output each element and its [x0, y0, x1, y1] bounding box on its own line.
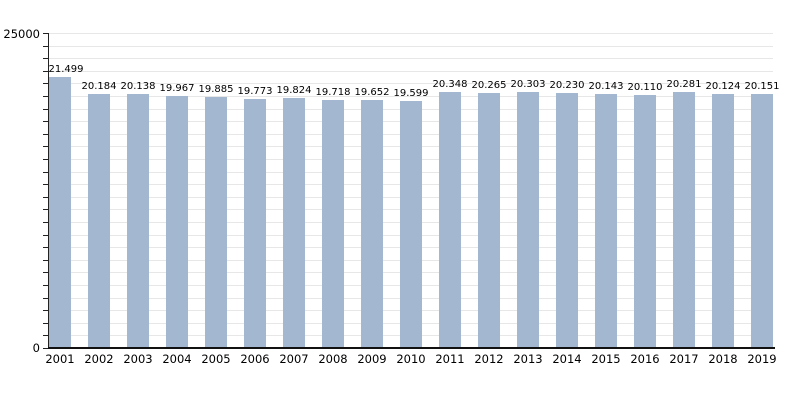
y-axis-min-label: 0 — [32, 341, 40, 355]
bar-2013 — [517, 92, 539, 348]
y-axis-tick — [43, 159, 48, 160]
x-axis-label: 2005 — [201, 352, 231, 366]
bar-2008 — [322, 99, 344, 348]
bar-value-label: 20.265 — [471, 79, 507, 91]
x-axis-label: 2011 — [435, 352, 465, 366]
bar-value-label: 20.151 — [744, 81, 780, 93]
bar-value-label: 19.824 — [276, 85, 312, 97]
y-axis-tick — [43, 259, 48, 261]
bar-value-label: 19.652 — [354, 87, 390, 99]
y-axis-tick — [43, 45, 48, 47]
bar-value-label: 20.281 — [666, 79, 702, 91]
bar-value-label: 21.499 — [48, 64, 84, 76]
y-axis-tick — [43, 285, 48, 286]
x-axis-label: 2006 — [240, 352, 270, 366]
y-axis-tick — [43, 297, 48, 299]
y-axis-tick — [43, 70, 48, 72]
y-axis-tick — [43, 108, 48, 110]
y-axis-tick — [43, 335, 48, 337]
bar-2014 — [556, 93, 578, 348]
bar-value-label: 19.599 — [393, 88, 429, 100]
y-axis-tick — [43, 247, 48, 249]
y-axis-line — [48, 33, 49, 348]
x-axis-label: 2004 — [162, 352, 192, 366]
x-axis-label: 2012 — [474, 352, 504, 366]
x-axis-label: 2017 — [669, 352, 699, 366]
gridline — [48, 58, 773, 60]
bar-2010 — [400, 101, 422, 348]
y-axis-tick — [43, 184, 48, 186]
y-axis-tick — [43, 234, 48, 236]
x-axis-label: 2001 — [45, 352, 75, 366]
y-axis-tick — [43, 133, 48, 135]
x-axis-label: 2019 — [747, 352, 777, 366]
y-axis-tick — [43, 196, 48, 198]
y-axis-max-label: 25000 — [3, 27, 40, 41]
bar-2015 — [595, 94, 617, 348]
bar-value-label: 20.124 — [705, 81, 741, 93]
y-axis-tick — [43, 58, 48, 60]
bar-2012 — [478, 92, 500, 348]
y-axis-tick — [43, 322, 48, 324]
bar-2001 — [49, 77, 71, 348]
x-axis-label: 2007 — [279, 352, 309, 366]
bar-value-label: 20.303 — [510, 79, 546, 91]
y-axis-tick — [43, 146, 48, 148]
bar-2006 — [244, 98, 266, 348]
bar-value-label: 20.230 — [549, 80, 585, 92]
x-axis-label: 2008 — [318, 352, 348, 366]
y-axis-tick — [43, 348, 48, 349]
bar-2005 — [205, 97, 227, 348]
y-axis-tick — [43, 171, 48, 173]
bar-value-label: 19.718 — [315, 86, 351, 98]
x-axis-line — [48, 347, 775, 349]
y-axis-tick — [43, 209, 48, 211]
bar-2011 — [439, 91, 461, 348]
x-axis-label: 2013 — [513, 352, 543, 366]
bar-2018 — [712, 94, 734, 348]
x-axis-label: 2002 — [84, 352, 114, 366]
bar-value-label: 20.143 — [588, 81, 624, 93]
x-axis-label: 2009 — [357, 352, 387, 366]
y-axis-tick — [43, 83, 48, 85]
bar-value-label: 20.138 — [120, 81, 156, 93]
gridline — [48, 45, 773, 47]
bar-2017 — [673, 92, 695, 348]
x-axis-label: 2014 — [552, 352, 582, 366]
x-axis-label: 2016 — [630, 352, 660, 366]
gridline — [48, 96, 773, 97]
bar-2009 — [361, 100, 383, 348]
bar-2007 — [283, 98, 305, 348]
bar-2019 — [751, 94, 773, 348]
y-axis-tick — [43, 222, 48, 223]
bar-value-label: 20.184 — [81, 80, 117, 92]
bar-2002 — [88, 93, 110, 348]
gridline — [48, 83, 773, 85]
bar-value-label: 20.110 — [627, 81, 663, 93]
gridline — [48, 33, 773, 34]
x-axis-label: 2018 — [708, 352, 738, 366]
bar-value-label: 19.773 — [237, 85, 273, 97]
gridline — [48, 70, 773, 72]
y-axis-tick — [43, 310, 48, 312]
x-axis-label: 2015 — [591, 352, 621, 366]
bar-value-label: 20.348 — [432, 78, 468, 90]
bar-2004 — [166, 96, 188, 348]
bar-value-label: 19.967 — [159, 83, 195, 95]
y-axis-tick — [43, 96, 48, 97]
x-axis-label: 2010 — [396, 352, 426, 366]
bar-2016 — [634, 94, 656, 348]
y-axis-tick — [43, 272, 48, 274]
y-axis-tick — [43, 33, 48, 34]
bar-value-label: 19.885 — [198, 84, 234, 96]
x-axis-label: 2003 — [123, 352, 153, 366]
bar-2003 — [127, 94, 149, 348]
y-axis-tick — [43, 121, 48, 123]
